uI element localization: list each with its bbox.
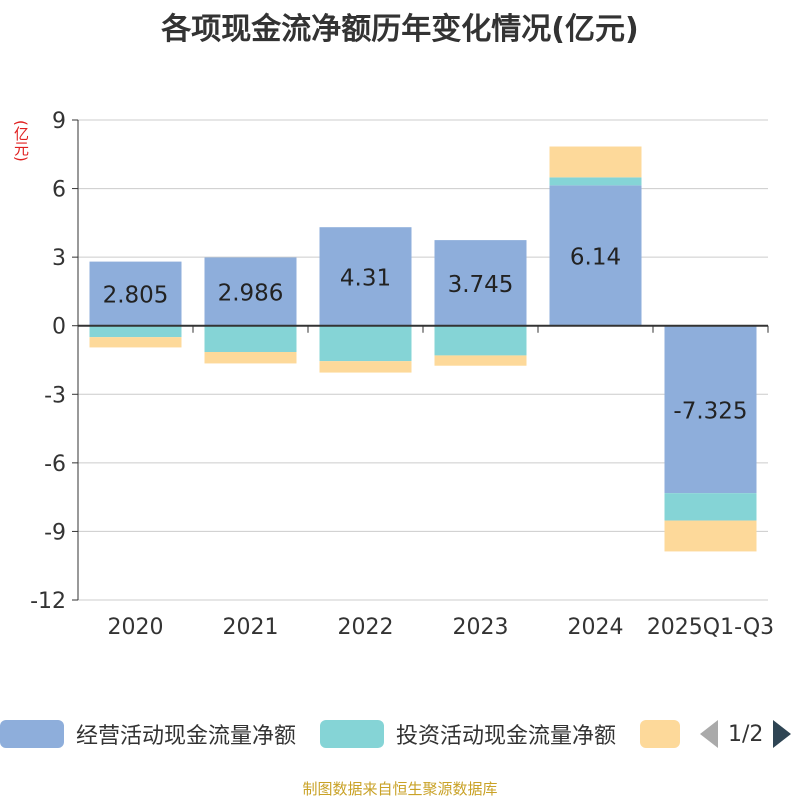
x-category-label: 2025Q1-Q3 [647, 615, 774, 640]
chart-canvas: 9 6 3 0 -3 -6 -9 -12 2.805 2.986 4.31 3.745 6.14 -7.3… [30, 109, 774, 640]
bar-operating [664, 325, 757, 494]
y-tick-label: -9 [44, 520, 66, 545]
y-tick-label: 0 [52, 315, 66, 340]
legend-item-financing[interactable] [640, 719, 680, 749]
bar-financing [89, 337, 182, 348]
legend-item-investing[interactable]: 投资活动现金流量净额 [320, 719, 616, 749]
bar-investing [204, 325, 297, 352]
legend-swatch-investing [320, 720, 384, 748]
bar-financing [434, 355, 527, 366]
bar-operating [319, 227, 412, 326]
y-tick-label: -3 [44, 383, 66, 408]
bar-data-label: 4.31 [340, 265, 391, 291]
legend-page-indicator: 1/2 [728, 721, 764, 747]
bar-operating [89, 261, 182, 326]
bar-data-label: 6.14 [570, 245, 621, 271]
x-category-label: 2023 [453, 615, 509, 640]
y-axis-unit: (亿元) [12, 120, 30, 162]
bar-operating [204, 257, 297, 326]
bar-investing [434, 325, 527, 356]
legend-next-page-icon[interactable] [773, 720, 792, 748]
bar-data-label: -7.325 [673, 398, 747, 424]
bar-data-label: 2.805 [103, 283, 169, 309]
data-source-note: 制图数据来自恒生聚源数据库 [302, 780, 498, 798]
bar-financing [549, 146, 642, 178]
legend-swatch-financing [640, 720, 680, 748]
y-tick-label: 9 [52, 109, 66, 134]
legend-item-operating[interactable]: 经营活动现金流量净额 [0, 719, 296, 749]
bar-financing [319, 361, 412, 373]
legend-label-investing: 投资活动现金流量净额 [396, 724, 617, 749]
bar-investing [549, 177, 642, 186]
bar-data-label: 3.745 [448, 272, 514, 298]
bar-operating [434, 240, 527, 326]
y-tick-label: -6 [44, 452, 66, 477]
legend-label-operating: 经营活动现金流量净额 [76, 724, 297, 749]
bar-data-label: 2.986 [218, 281, 284, 307]
y-tick-label: -12 [30, 589, 66, 614]
legend: 经营活动现金流量净额 投资活动现金流量净额 1/2 [0, 713, 800, 757]
x-category-label: 2022 [338, 615, 394, 640]
bar-investing [664, 493, 757, 521]
x-category-label: 2024 [568, 615, 624, 640]
legend-prev-page-icon[interactable] [700, 720, 718, 748]
bar-operating [549, 185, 642, 326]
legend-swatch-operating [0, 720, 64, 748]
y-tick-label: 3 [52, 246, 66, 271]
x-category-label: 2021 [223, 615, 279, 640]
bar-investing [319, 325, 412, 362]
legend-pager: 1/2 [700, 719, 792, 749]
bar-financing [204, 352, 297, 364]
y-tick-label: 6 [52, 178, 66, 203]
bar-investing [89, 325, 182, 338]
chart-title: 各项现金流净额历年变化情况(亿元) [161, 12, 639, 47]
bar-financing [664, 520, 757, 552]
x-category-label: 2020 [108, 615, 164, 640]
